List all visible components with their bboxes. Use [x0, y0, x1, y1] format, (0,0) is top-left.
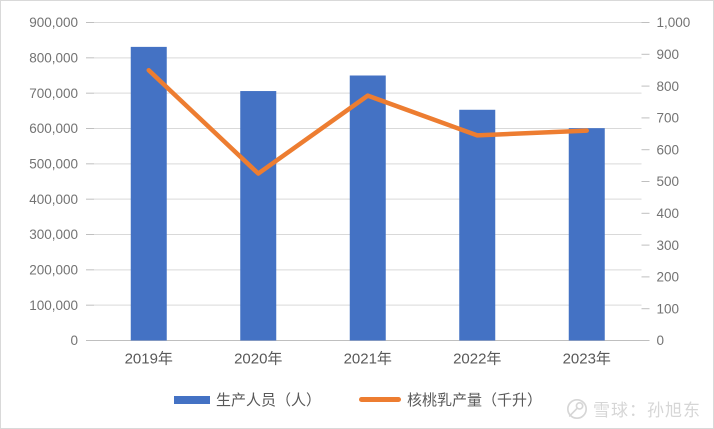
- watermark-text: 雪球：孙旭东: [593, 401, 701, 420]
- legend-label-production-staff: 生产人员（人）: [215, 392, 321, 409]
- chart-legend: 生产人员（人） 核桃乳产量（千升）: [1, 389, 713, 410]
- bar-2020年: [240, 91, 277, 341]
- right-axis-tick-label: 100: [657, 301, 680, 316]
- x-axis-category-label: 2019年: [125, 351, 173, 368]
- x-axis-category-label: 2020年: [234, 351, 282, 368]
- bar-2023年: [568, 128, 605, 341]
- right-axis-tick-label: 400: [657, 206, 680, 221]
- xueqiu-logo-icon: [566, 398, 588, 420]
- x-axis-category-label: 2022年: [453, 351, 501, 368]
- legend-label-walnut-milk-output: 核桃乳产量（千升）: [407, 392, 543, 409]
- right-axis-tick-label: 1,000: [657, 15, 691, 30]
- left-axis-tick-label: 300,000: [29, 227, 78, 242]
- x-axis-category-label: 2023年: [563, 351, 611, 368]
- left-axis-tick-label: 200,000: [29, 263, 78, 278]
- line-series-swatch: [359, 397, 401, 402]
- right-axis-tick-label: 600: [657, 142, 680, 157]
- right-axis-tick-label: 200: [657, 270, 680, 285]
- right-axis-tick-label: 300: [657, 238, 680, 253]
- bar-series-swatch: [173, 395, 210, 404]
- left-axis-tick-label: 0: [70, 333, 78, 348]
- left-axis-tick-label: 400,000: [29, 192, 78, 207]
- watermark: 雪球：孙旭东: [566, 396, 701, 421]
- left-axis-tick-label: 800,000: [29, 51, 78, 66]
- right-axis-tick-label: 800: [657, 79, 680, 94]
- walnut-milk-output-line: [146, 67, 589, 176]
- bar-2021年: [349, 75, 386, 341]
- left-axis-tick-label: 600,000: [29, 121, 78, 136]
- left-axis-tick-label: 500,000: [29, 157, 78, 172]
- bar-2022年: [459, 109, 496, 341]
- left-axis-tick-label: 700,000: [29, 86, 78, 101]
- left-axis-tick-label: 900,000: [29, 15, 78, 30]
- left-axis-tick-label: 100,000: [29, 298, 78, 313]
- legend-item-walnut-milk-output: 核桃乳产量（千升）: [359, 389, 542, 410]
- right-axis-tick-label: 700: [657, 111, 680, 126]
- right-axis-tick-label: 500: [657, 174, 680, 189]
- right-axis-tick-label: 900: [657, 47, 680, 62]
- x-axis-category-label: 2021年: [344, 351, 392, 368]
- right-axis-tick-label: 0: [657, 333, 665, 348]
- bar-2019年: [130, 46, 167, 341]
- legend-item-production-staff: 生产人员（人）: [173, 389, 321, 410]
